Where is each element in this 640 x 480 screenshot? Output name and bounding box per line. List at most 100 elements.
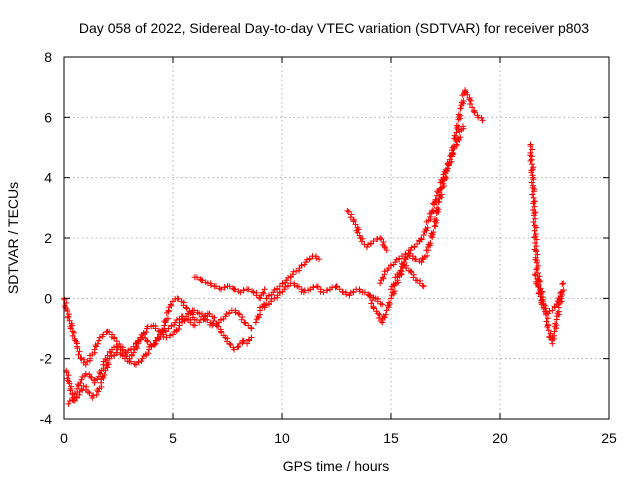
data-point-interp: [90, 392, 97, 399]
data-point-interp: [365, 241, 372, 248]
data-point-interp: [460, 98, 467, 105]
data-point: [235, 343, 242, 350]
data-point-interp: [370, 305, 377, 312]
data-point-interp: [259, 289, 266, 296]
data-point: [143, 337, 150, 344]
data-point-interp: [236, 340, 243, 347]
data-point: [453, 141, 460, 148]
data-point: [235, 310, 242, 317]
data-point-interp: [356, 288, 363, 295]
data-point-interp: [439, 178, 446, 185]
data-point-interp: [538, 301, 545, 308]
data-point-interp: [70, 329, 77, 336]
data-point-interp: [101, 371, 108, 378]
data-point-interp: [427, 240, 434, 247]
data-point-interp: [261, 302, 268, 309]
data-point-interp: [381, 268, 388, 275]
data-point: [248, 334, 255, 341]
data-point-interp: [433, 197, 440, 204]
data-point: [170, 331, 176, 338]
data-point-interp: [532, 233, 539, 240]
data-point-interp: [354, 229, 361, 236]
data-point-interp: [221, 284, 228, 291]
data-point-interp: [135, 337, 142, 344]
data-point-interp: [84, 358, 91, 365]
data-point: [544, 322, 551, 329]
data-point-interp: [533, 224, 540, 231]
data-point-interp: [368, 300, 375, 307]
data-point-interp: [418, 235, 425, 242]
data-point-interp: [271, 295, 278, 302]
data-point-interp: [69, 332, 76, 339]
x-tick-label: 0: [60, 430, 68, 446]
data-point: [560, 280, 567, 287]
data-markers: [61, 87, 567, 407]
data-point-interp: [215, 323, 222, 330]
y-tick-label: -2: [40, 351, 53, 367]
data-point: [457, 105, 464, 112]
data-point-interp: [535, 283, 542, 290]
data-point-interp: [552, 320, 559, 327]
data-point-interp: [232, 286, 239, 293]
data-point-interp: [532, 272, 539, 279]
data-point: [446, 156, 453, 163]
data-point-interp: [76, 348, 83, 355]
data-point-interp: [429, 207, 436, 214]
data-point: [344, 207, 351, 214]
data-point-interp: [64, 377, 71, 384]
data-point: [91, 346, 98, 353]
data-point-interp: [408, 244, 415, 251]
data-point-interp: [533, 280, 540, 287]
data-point-interp: [379, 274, 386, 281]
data-point: [93, 391, 100, 398]
data-point-interp: [533, 248, 540, 255]
data-point-interp: [530, 212, 537, 219]
data-point-interp: [456, 136, 463, 143]
data-point-interp: [546, 308, 553, 315]
data-point: [398, 253, 405, 260]
series-track-k: [366, 262, 427, 326]
data-point-interp: [208, 282, 215, 289]
data-point: [213, 322, 220, 329]
data-point-interp: [347, 214, 354, 221]
data-point-interp: [445, 161, 452, 168]
data-point-interp: [385, 299, 392, 306]
data-point-interp: [361, 289, 368, 296]
data-point-interp: [142, 351, 149, 358]
data-point-interp: [67, 387, 74, 394]
data-point-interp: [345, 208, 352, 215]
data-point-interp: [240, 338, 247, 345]
data-point: [549, 307, 556, 314]
data-point-interp: [406, 252, 413, 259]
data-point-interp: [324, 287, 331, 294]
data-point-interp: [145, 350, 152, 357]
data-point-interp: [279, 280, 286, 287]
data-point-interp: [412, 256, 419, 263]
data-point: [383, 307, 390, 314]
data-point-interp: [443, 167, 450, 174]
data-point-interp: [103, 357, 110, 364]
data-point: [248, 325, 255, 332]
data-point-interp: [531, 227, 538, 234]
data-point-interp: [399, 264, 406, 271]
data-point-interp: [64, 314, 71, 321]
data-point-interp: [433, 204, 440, 211]
data-point: [130, 349, 137, 356]
y-tick-label: 6: [44, 109, 52, 125]
data-point-interp: [173, 317, 180, 324]
series-track-d: [170, 295, 255, 353]
y-tick-label: 4: [44, 170, 52, 186]
data-point-interp: [457, 112, 464, 119]
data-point-interp: [381, 243, 388, 250]
data-point-interp: [393, 256, 400, 263]
data-point-interp: [398, 271, 405, 278]
data-point: [239, 337, 246, 344]
data-point: [536, 289, 543, 296]
data-point-interp: [533, 259, 540, 266]
data-point-interp: [380, 275, 387, 282]
data-point-interp: [390, 290, 397, 297]
data-point: [87, 373, 94, 380]
data-point-interp: [293, 268, 300, 275]
x-tick-label: 20: [492, 430, 508, 446]
data-point-interp: [179, 313, 186, 320]
